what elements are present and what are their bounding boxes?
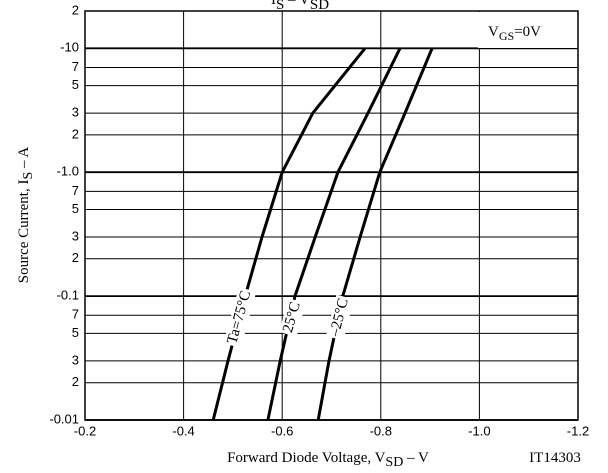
- figure-code: IT14303: [529, 450, 581, 466]
- x-label-part: – V: [403, 450, 429, 466]
- curve-label-bg: [279, 298, 306, 337]
- y-tick-label: 2: [72, 374, 79, 389]
- annotation-part: =0V: [514, 24, 541, 40]
- x-axis-label: Forward Diode Voltage, VSD – V: [227, 450, 429, 470]
- curve: [266, 47, 402, 421]
- y-tick-label: -10: [60, 40, 79, 55]
- plot-frame: [84, 10, 579, 421]
- title-sub: SD: [310, 0, 329, 13]
- y-tick-label: -1.0: [57, 164, 79, 179]
- x-tick-label: -0.6: [271, 423, 293, 438]
- y-tick-label: 7: [72, 307, 79, 322]
- y-axis-label: Source Current, IS – A: [16, 147, 36, 284]
- curve-label: Ta=75°C: [224, 289, 254, 346]
- annotation: VGS=0V: [488, 24, 541, 43]
- chart-title: IS – VSD: [271, 0, 329, 13]
- y-tick-label: 3: [72, 228, 79, 243]
- y-tick-label: 5: [72, 77, 79, 92]
- y-label-part: Source Current, I: [16, 180, 32, 284]
- x-tick-label: -0.2: [74, 423, 96, 438]
- y-tick-label: -0.1: [57, 288, 79, 303]
- y-tick-label: 3: [72, 352, 79, 367]
- title-sub: S: [276, 0, 284, 13]
- x-label-part: Forward Diode Voltage, V: [227, 450, 385, 466]
- annotation-sub: GS: [499, 29, 514, 43]
- curve: [211, 47, 367, 421]
- y-tick-label: 2: [72, 2, 79, 17]
- y-tick-label: -0.01: [49, 411, 79, 426]
- y-tick-label: 3: [72, 105, 79, 120]
- annotation-part: V: [488, 24, 499, 40]
- y-tick-label: 5: [72, 325, 79, 340]
- curve-label-bg: [326, 294, 354, 341]
- x-tick-label: -0.8: [370, 423, 392, 438]
- y-tick-label: 5: [72, 201, 79, 216]
- curve: [316, 47, 434, 421]
- y-tick-label: 7: [72, 59, 79, 74]
- y-label-part: – A: [16, 147, 32, 172]
- title-part: – V: [284, 0, 310, 8]
- y-tick-label: 2: [72, 126, 79, 141]
- y-label-sub: S: [21, 172, 36, 180]
- x-tick-label: -1.2: [567, 423, 589, 438]
- y-tick-label: 2: [72, 250, 79, 265]
- x-tick-label: -1.0: [468, 423, 490, 438]
- curve-label-bg: [223, 287, 257, 348]
- x-label-sub: SD: [385, 455, 403, 470]
- title-part: I: [271, 0, 276, 8]
- y-tick-label: 7: [72, 183, 79, 198]
- annotation-box: [478, 12, 578, 48]
- x-tick-label: -0.4: [172, 423, 194, 438]
